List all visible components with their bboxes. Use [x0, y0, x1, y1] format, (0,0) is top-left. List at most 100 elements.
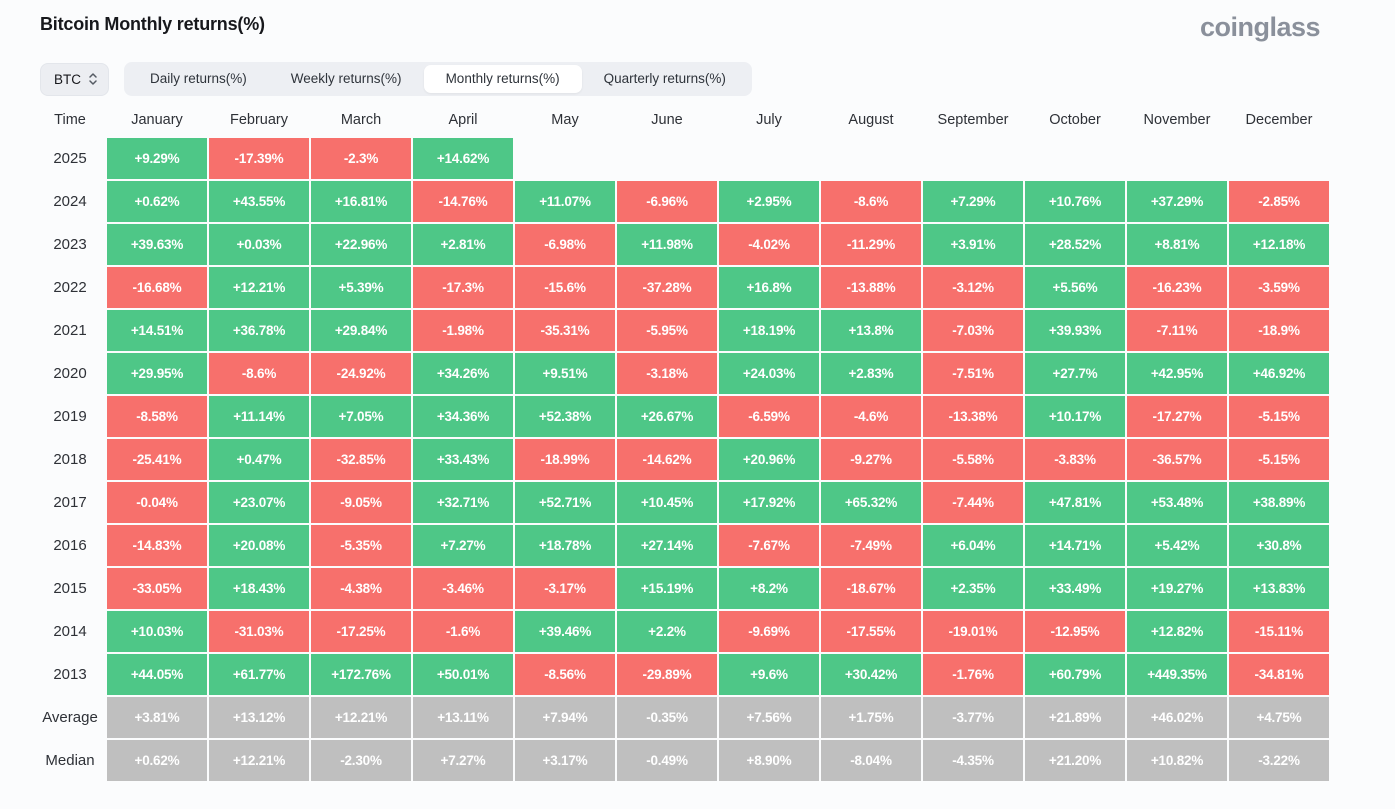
return-cell: +7.56% [719, 697, 819, 738]
return-cell: +9.29% [107, 138, 207, 179]
return-cell: -4.38% [311, 568, 411, 609]
controls-row: BTC Daily returns(%) Weekly returns(%) Mon… [40, 62, 1355, 96]
column-header-march: March [340, 112, 382, 128]
return-cell: +2.2% [617, 611, 717, 652]
return-cell: +47.81% [1025, 482, 1125, 523]
return-cell: +27.14% [617, 525, 717, 566]
return-cell: +7.27% [413, 525, 513, 566]
return-cell: +449.35% [1127, 654, 1227, 695]
table-row-2018: 2018 -25.41% +0.47% -32.85% +33.43% -18.99% -1… [35, 439, 1329, 480]
row-label-2023: 2023 [53, 236, 87, 253]
column-header-september: September [937, 112, 1009, 128]
table-row-2022: 2022 -16.68% +12.21% +5.39% -17.3% -15.6% -37.… [35, 267, 1329, 308]
return-cell: -14.76% [413, 181, 513, 222]
return-cell: -4.6% [821, 396, 921, 437]
return-cell: +39.63% [107, 224, 207, 265]
return-cell [821, 138, 921, 179]
return-cell: +50.01% [413, 654, 513, 695]
return-cell: +11.14% [209, 396, 309, 437]
return-cell: +4.75% [1229, 697, 1329, 738]
return-cell: -32.85% [311, 439, 411, 480]
return-cell: -1.76% [923, 654, 1023, 695]
return-cell: +20.08% [209, 525, 309, 566]
column-header-time: Time [54, 112, 86, 128]
return-cell: -19.01% [923, 611, 1023, 652]
page-header: Bitcoin Monthly returns(%) coinglass [40, 0, 1355, 41]
return-cell: -5.58% [923, 439, 1023, 480]
return-cell: +2.83% [821, 353, 921, 394]
return-cell: +11.07% [515, 181, 615, 222]
tab-quarterly-returns[interactable]: Quarterly returns(%) [603, 71, 726, 86]
return-cell: -1.6% [413, 611, 513, 652]
return-cell: +12.21% [311, 697, 411, 738]
return-cell: -16.23% [1127, 267, 1227, 308]
return-cell: -12.95% [1025, 611, 1125, 652]
return-cell: +53.48% [1127, 482, 1227, 523]
symbol-select[interactable]: BTC [40, 62, 109, 96]
symbol-select-value: BTC [54, 71, 81, 87]
row-label-2014: 2014 [53, 623, 87, 640]
return-cell [719, 138, 819, 179]
tab-daily-returns[interactable]: Daily returns(%) [150, 71, 247, 86]
return-cell: +9.51% [515, 353, 615, 394]
return-cell: +32.71% [413, 482, 513, 523]
tab-monthly-returns[interactable]: Monthly returns(%) [423, 65, 582, 93]
return-cell: -3.18% [617, 353, 717, 394]
return-cell: +10.76% [1025, 181, 1125, 222]
tab-weekly-returns[interactable]: Weekly returns(%) [290, 71, 402, 86]
return-cell: -4.02% [719, 224, 819, 265]
return-cell: +42.95% [1127, 353, 1227, 394]
return-cell: +16.81% [311, 181, 411, 222]
return-cell: +0.62% [107, 740, 207, 781]
return-cell: -0.35% [617, 697, 717, 738]
return-cell: -3.83% [1025, 439, 1125, 480]
return-cell: +18.78% [515, 525, 615, 566]
table-header-row: Time January February March April May June July… [35, 104, 1329, 136]
return-cell: -17.25% [311, 611, 411, 652]
return-cell: +60.79% [1025, 654, 1125, 695]
table-row-2017: 2017 -0.04% +23.07% -9.05% +32.71% +52.71% +10… [35, 482, 1329, 523]
table-row-2021: 2021 +14.51% +36.78% +29.84% -1.98% -35.31% -5… [35, 310, 1329, 351]
return-cell: -37.28% [617, 267, 717, 308]
return-cell: +43.55% [209, 181, 309, 222]
return-cell: +2.81% [413, 224, 513, 265]
return-cell: -18.9% [1229, 310, 1329, 351]
row-label-average: Average [42, 709, 98, 726]
row-label-2021: 2021 [53, 322, 87, 339]
return-cell: +12.82% [1127, 611, 1227, 652]
return-cell: -13.88% [821, 267, 921, 308]
return-cell: -8.6% [821, 181, 921, 222]
return-cell [923, 138, 1023, 179]
return-cell: +0.03% [209, 224, 309, 265]
return-cell: +29.84% [311, 310, 411, 351]
return-cell: +28.52% [1025, 224, 1125, 265]
return-cell: +33.49% [1025, 568, 1125, 609]
return-cell: -9.69% [719, 611, 819, 652]
table-row-median: Median +0.62% +12.21% -2.30% +7.27% +3.17% -0.… [35, 740, 1329, 781]
table-row-2014: 2014 +10.03% -31.03% -17.25% -1.6% +39.46% +2.… [35, 611, 1329, 652]
return-cell: +12.18% [1229, 224, 1329, 265]
return-cell [617, 138, 717, 179]
return-cell: -5.15% [1229, 396, 1329, 437]
return-cell: +8.2% [719, 568, 819, 609]
return-cell: -33.05% [107, 568, 207, 609]
return-cell: +11.98% [617, 224, 717, 265]
column-header-august: August [848, 112, 894, 128]
page-title: Bitcoin Monthly returns(%) [40, 14, 265, 34]
return-cell: -6.96% [617, 181, 717, 222]
return-cell: +14.51% [107, 310, 207, 351]
return-cell: +34.26% [413, 353, 513, 394]
return-cell: -16.68% [107, 267, 207, 308]
table-row-2013: 2013 +44.05% +61.77% +172.76% +50.01% -8.56% -… [35, 654, 1329, 695]
return-cell: +22.96% [311, 224, 411, 265]
return-cell: +7.94% [515, 697, 615, 738]
return-cell: +19.27% [1127, 568, 1227, 609]
return-cell: +46.92% [1229, 353, 1329, 394]
return-cell: -7.67% [719, 525, 819, 566]
return-cell: +29.95% [107, 353, 207, 394]
return-cell: +27.7% [1025, 353, 1125, 394]
column-header-january: January [131, 112, 183, 128]
return-cell: -17.3% [413, 267, 513, 308]
return-cell: -5.35% [311, 525, 411, 566]
table-row-2024: 2024 +0.62% +43.55% +16.81% -14.76% +11.07% -6… [35, 181, 1329, 222]
